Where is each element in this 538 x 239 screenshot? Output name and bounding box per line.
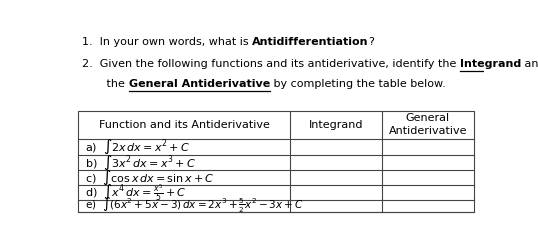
Text: e)  $\int (6x^2+5x-3)\,dx = 2x^3+\frac{5}{2}x^2-3x+C$: e) $\int (6x^2+5x-3)\,dx = 2x^3+\frac{5}…: [85, 196, 304, 215]
Bar: [77, 111, 474, 212]
Text: b)  $\int 3x^2\,dx = x^3 + C$: b) $\int 3x^2\,dx = x^3 + C$: [85, 153, 196, 172]
Text: by completing the table below.: by completing the table below.: [270, 79, 446, 89]
Text: Function and its Antiderivative: Function and its Antiderivative: [98, 120, 270, 130]
Text: c)  $\int \cos x\,dx = \sin x + C$: c) $\int \cos x\,dx = \sin x + C$: [85, 168, 215, 187]
Text: Antidifferentiation: Antidifferentiation: [252, 37, 369, 47]
Text: Integrand: Integrand: [309, 120, 364, 130]
Text: and: and: [521, 59, 538, 69]
Text: a)  $\int 2x\,dx = x^2 + C$: a) $\int 2x\,dx = x^2 + C$: [85, 138, 190, 156]
Text: 2.  Given the following functions and its antiderivative, identify the: 2. Given the following functions and its…: [82, 59, 459, 69]
Text: General
Antiderivative: General Antiderivative: [388, 113, 467, 136]
Text: the: the: [96, 79, 129, 89]
Text: General Antiderivative: General Antiderivative: [129, 79, 270, 89]
Text: d)  $\int x^4\,dx = \frac{x^5}{5} + C$: d) $\int x^4\,dx = \frac{x^5}{5} + C$: [85, 182, 187, 203]
Text: ?: ?: [369, 37, 374, 47]
Text: 1.  In your own words, what is: 1. In your own words, what is: [82, 37, 252, 47]
Text: Integrand: Integrand: [459, 59, 521, 69]
